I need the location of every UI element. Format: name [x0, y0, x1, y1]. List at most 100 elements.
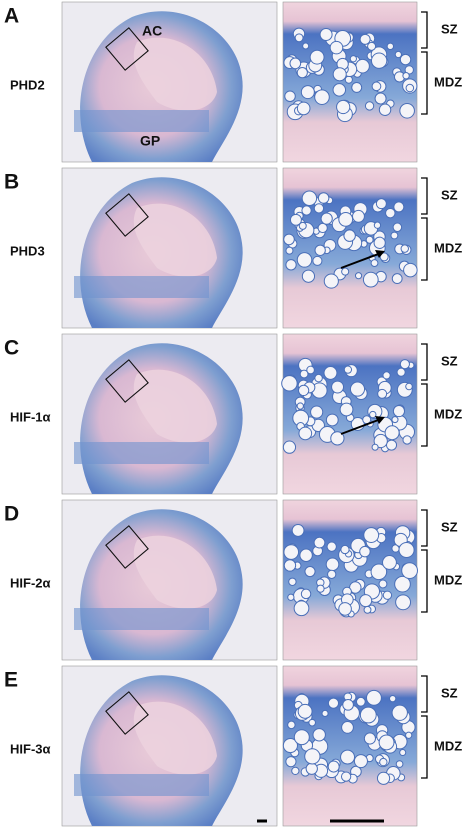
roi-box	[105, 27, 149, 71]
panel-label: HIF-3α	[10, 741, 51, 756]
cell	[323, 273, 339, 289]
cell	[366, 689, 382, 706]
cell	[344, 75, 353, 84]
zone-label: SZ	[441, 353, 458, 368]
cell	[296, 101, 311, 116]
arrow-head	[375, 250, 385, 258]
cell	[402, 435, 412, 445]
zone-bracket	[421, 675, 428, 713]
cell	[394, 575, 411, 593]
cell	[298, 221, 307, 230]
cell	[327, 697, 340, 709]
cell	[359, 706, 377, 724]
cell	[309, 49, 325, 65]
tissue-interior	[133, 535, 217, 609]
cell	[373, 221, 382, 229]
panel-letter: A	[4, 5, 19, 28]
cell	[375, 198, 387, 210]
cell	[341, 267, 350, 276]
cell	[316, 584, 325, 593]
cell	[390, 231, 399, 240]
panel: B PHD3 SZ MDZ	[4, 167, 462, 329]
cell	[340, 749, 356, 765]
cell	[374, 92, 387, 105]
cell	[293, 729, 310, 746]
cell	[340, 771, 352, 782]
cell	[401, 562, 418, 580]
cell	[371, 443, 379, 451]
cell	[299, 548, 313, 562]
cell	[369, 410, 377, 419]
tissue-interior	[133, 369, 217, 443]
cell	[353, 754, 368, 769]
cell	[294, 33, 304, 43]
zone-bracket	[421, 715, 428, 779]
cell	[377, 388, 388, 399]
cell	[355, 58, 370, 74]
cell	[370, 563, 388, 581]
cell	[317, 222, 328, 234]
cell	[391, 416, 399, 424]
cell	[332, 67, 347, 82]
growth-plate	[74, 608, 209, 630]
cell	[285, 756, 297, 768]
cell	[354, 272, 363, 280]
cell	[332, 83, 347, 97]
cell	[288, 577, 297, 586]
annotation: AC	[142, 23, 162, 39]
zone-label: MDZ	[434, 240, 462, 255]
cell	[283, 233, 295, 246]
cell	[329, 40, 344, 55]
cell	[282, 440, 297, 454]
cell	[403, 262, 418, 278]
panel-letter: D	[4, 503, 19, 526]
cell	[327, 760, 340, 773]
cell	[382, 590, 393, 600]
cell	[399, 102, 415, 119]
panel-letter: C	[4, 337, 19, 360]
cell	[379, 252, 389, 262]
cell	[384, 425, 400, 441]
cell	[399, 359, 410, 370]
cell	[327, 569, 337, 579]
roi-box	[105, 193, 149, 237]
cell	[283, 559, 297, 572]
cell	[398, 541, 415, 559]
cell	[351, 81, 363, 93]
cell	[331, 380, 345, 394]
cell	[367, 41, 377, 51]
cell	[391, 704, 408, 721]
panel-letter: E	[4, 669, 18, 692]
arrow	[340, 252, 382, 269]
cell	[287, 720, 296, 730]
cell	[325, 413, 339, 427]
cell	[297, 384, 310, 397]
cell	[359, 594, 373, 608]
cell	[330, 431, 345, 446]
cell	[349, 55, 357, 63]
zone-bracket	[421, 509, 428, 547]
cell	[363, 605, 372, 614]
cell	[281, 375, 298, 392]
zone-label: SZ	[441, 21, 458, 36]
cell	[395, 760, 404, 768]
cell	[382, 555, 397, 570]
cell	[298, 426, 313, 441]
cell	[301, 205, 312, 216]
cell	[339, 402, 354, 417]
zone-bracket	[421, 11, 428, 49]
panel: E HIF-3α SZ MDZ	[4, 665, 462, 827]
cell	[359, 33, 371, 45]
cell	[349, 381, 366, 397]
cell	[282, 737, 298, 754]
magnified-image	[282, 499, 418, 661]
cell	[395, 594, 412, 611]
roi-box	[105, 359, 149, 403]
zone-bracket	[421, 51, 428, 115]
cell	[391, 273, 403, 284]
cell	[325, 557, 340, 572]
cell	[373, 236, 386, 249]
cell	[385, 207, 396, 219]
growth-plate	[74, 442, 209, 464]
